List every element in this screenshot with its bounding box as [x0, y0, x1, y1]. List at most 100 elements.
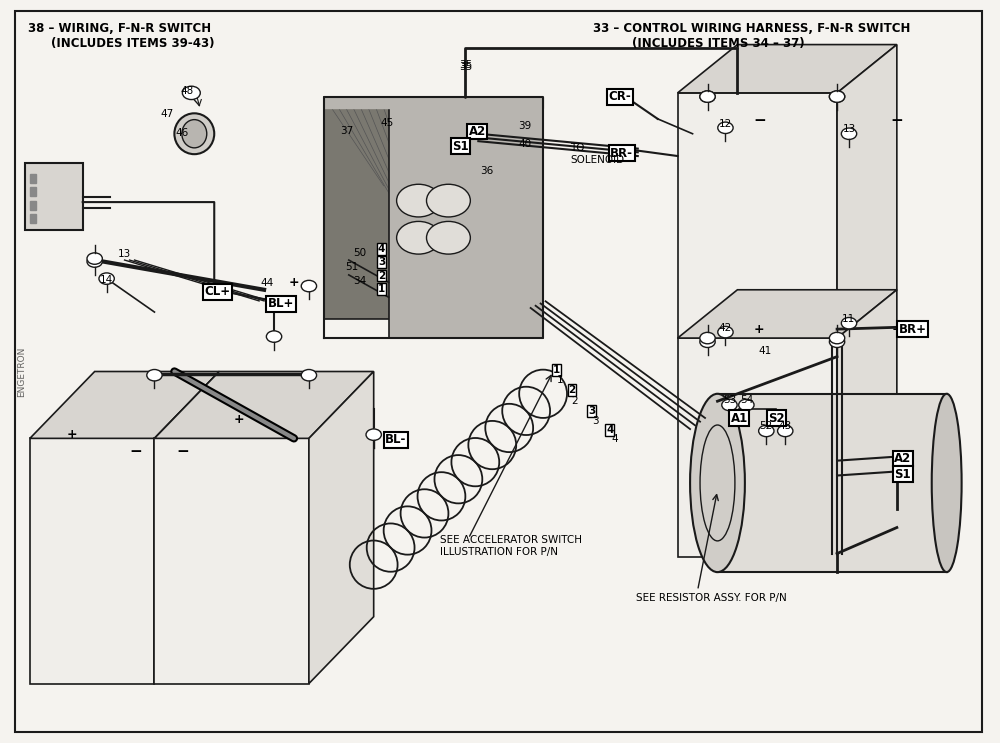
- Circle shape: [266, 331, 282, 343]
- Circle shape: [182, 86, 200, 100]
- Circle shape: [147, 369, 162, 381]
- Ellipse shape: [932, 394, 962, 572]
- Text: SEE RESISTOR ASSY. FOR P/N: SEE RESISTOR ASSY. FOR P/N: [636, 593, 787, 603]
- Text: 53: 53: [723, 395, 736, 406]
- Circle shape: [99, 273, 114, 285]
- Polygon shape: [30, 187, 36, 196]
- Ellipse shape: [690, 394, 745, 572]
- Circle shape: [301, 369, 317, 381]
- Text: −: −: [369, 425, 382, 440]
- Text: −: −: [176, 444, 189, 459]
- Text: CR-: CR-: [608, 90, 631, 103]
- Text: +: +: [66, 428, 77, 441]
- Text: 14: 14: [100, 275, 113, 285]
- Text: 38 – WIRING, F-N-R SWITCH: 38 – WIRING, F-N-R SWITCH: [28, 22, 211, 35]
- Polygon shape: [30, 372, 219, 438]
- Polygon shape: [30, 214, 36, 223]
- Circle shape: [739, 399, 754, 411]
- Text: A1: A1: [731, 412, 748, 425]
- Polygon shape: [324, 97, 543, 108]
- Text: 47: 47: [161, 108, 174, 119]
- Polygon shape: [678, 290, 897, 338]
- Text: 3: 3: [593, 416, 599, 426]
- Text: 39: 39: [519, 120, 532, 131]
- Polygon shape: [678, 93, 837, 338]
- Polygon shape: [389, 108, 543, 338]
- Circle shape: [722, 399, 737, 411]
- Text: 3: 3: [588, 406, 596, 416]
- Circle shape: [829, 336, 845, 348]
- Text: 40: 40: [519, 139, 532, 149]
- Circle shape: [778, 425, 793, 437]
- Text: A2: A2: [894, 452, 911, 465]
- Text: 12: 12: [719, 119, 732, 129]
- Text: 50: 50: [353, 248, 366, 259]
- Polygon shape: [309, 372, 374, 684]
- Text: BR+: BR+: [899, 322, 927, 336]
- Text: 35: 35: [459, 60, 472, 71]
- Text: 34: 34: [353, 276, 366, 286]
- Bar: [25, 163, 83, 230]
- Polygon shape: [837, 45, 897, 338]
- Text: 1: 1: [378, 284, 385, 294]
- Text: 43: 43: [779, 421, 792, 432]
- Text: 4: 4: [612, 434, 618, 444]
- Text: +: +: [754, 322, 765, 336]
- Circle shape: [87, 256, 102, 267]
- Circle shape: [829, 91, 845, 103]
- Ellipse shape: [182, 120, 207, 148]
- Polygon shape: [678, 338, 837, 557]
- Text: +: +: [234, 413, 244, 426]
- Polygon shape: [324, 97, 458, 319]
- Circle shape: [397, 184, 440, 217]
- Text: 42: 42: [719, 322, 732, 333]
- Text: (INCLUDES ITEMS 39-43): (INCLUDES ITEMS 39-43): [51, 36, 214, 50]
- Circle shape: [700, 336, 715, 348]
- Text: BL-: BL-: [385, 433, 406, 447]
- Text: 2: 2: [378, 270, 385, 281]
- Text: 51: 51: [345, 262, 358, 272]
- Circle shape: [759, 425, 774, 437]
- Circle shape: [87, 253, 102, 265]
- Text: 2: 2: [568, 385, 576, 395]
- Text: SEE ACCELERATOR SWITCH
ILLUSTRATION FOR P/N: SEE ACCELERATOR SWITCH ILLUSTRATION FOR …: [440, 535, 582, 557]
- Text: 1: 1: [552, 365, 560, 375]
- Text: 37: 37: [340, 126, 353, 136]
- Circle shape: [829, 332, 845, 344]
- Polygon shape: [30, 438, 154, 684]
- Text: 33 – CONTROL WIRING HARNESS, F-N-R SWITCH: 33 – CONTROL WIRING HARNESS, F-N-R SWITC…: [593, 22, 910, 35]
- Polygon shape: [30, 174, 36, 183]
- Text: 2: 2: [572, 396, 578, 406]
- Text: 44: 44: [260, 278, 274, 288]
- Circle shape: [366, 429, 381, 441]
- Polygon shape: [154, 438, 309, 684]
- Text: 4: 4: [606, 425, 614, 435]
- Text: 41: 41: [759, 346, 772, 357]
- Text: 1: 1: [557, 375, 563, 386]
- Text: 48: 48: [181, 86, 194, 97]
- Circle shape: [301, 280, 317, 292]
- Text: 4: 4: [378, 244, 385, 254]
- Text: 11: 11: [841, 314, 855, 324]
- Circle shape: [841, 317, 857, 329]
- Text: −: −: [129, 444, 142, 459]
- Ellipse shape: [174, 113, 214, 155]
- Text: +: +: [892, 322, 902, 336]
- Text: 35: 35: [459, 62, 472, 72]
- Text: 13: 13: [842, 124, 856, 134]
- Text: 54: 54: [740, 395, 753, 406]
- Text: BL+: BL+: [268, 297, 294, 311]
- Text: CL+: CL+: [204, 285, 230, 299]
- Text: 45: 45: [380, 117, 393, 128]
- Bar: [717, 394, 947, 572]
- Circle shape: [718, 122, 733, 134]
- Circle shape: [427, 221, 470, 254]
- Text: +: +: [289, 276, 299, 289]
- Polygon shape: [154, 372, 219, 684]
- Text: S2: S2: [768, 412, 785, 425]
- Text: ENGETRON: ENGETRON: [17, 346, 26, 397]
- Circle shape: [829, 91, 845, 103]
- Text: 36: 36: [480, 166, 493, 176]
- Text: (INCLUDES ITEMS 34 – 37): (INCLUDES ITEMS 34 – 37): [632, 36, 804, 50]
- Text: TO
SOLENOID: TO SOLENOID: [570, 143, 624, 165]
